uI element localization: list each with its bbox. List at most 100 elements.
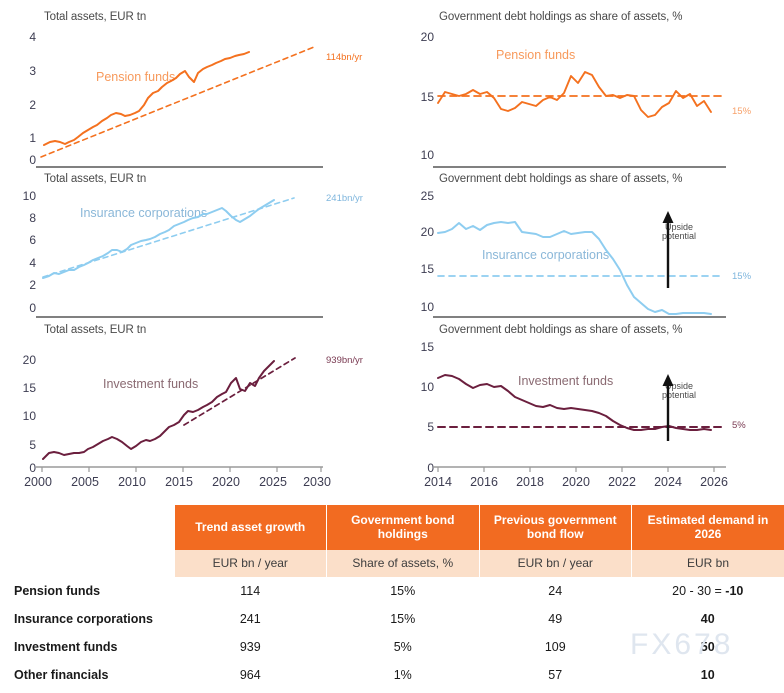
y-tick: 10 bbox=[22, 409, 36, 423]
table-row: Pension funds 114 15% 24 20 - 30 = -10 bbox=[0, 577, 784, 606]
plot-area bbox=[437, 374, 723, 441]
threshold-note: 15% bbox=[732, 271, 752, 282]
trend-note: 114bn/yr bbox=[326, 52, 363, 63]
cell-demand: 20 - 30 = -10 bbox=[632, 577, 784, 605]
demand-value: 50 bbox=[700, 640, 715, 655]
y-tick: 1 bbox=[29, 131, 36, 145]
table-subheader-row: EUR bn / year Share of assets, % EUR bn … bbox=[0, 550, 784, 578]
cell-growth: 114 bbox=[240, 584, 261, 599]
threshold-note: 15% bbox=[732, 106, 752, 117]
subheader-cell-units-demand: EUR bn bbox=[631, 550, 784, 578]
series-label-investment-funds: Investment funds bbox=[103, 377, 199, 391]
y-tick: 15 bbox=[420, 90, 434, 104]
cell-demand: 40 bbox=[632, 605, 784, 633]
y-tick: 10 bbox=[420, 380, 434, 394]
upside-potential-label: Upside potential bbox=[662, 222, 697, 242]
y-tick: 20 bbox=[420, 30, 434, 44]
subheader-cell-units-flow: EUR bn / year bbox=[478, 550, 632, 578]
cell-flow: 24 bbox=[548, 584, 563, 599]
demand-value: 40 bbox=[700, 612, 715, 627]
upside-potential-label: Upside potential bbox=[662, 381, 696, 401]
demand-range: 20 - 30 = bbox=[672, 584, 726, 599]
series-line bbox=[437, 71, 712, 118]
panel-divider bbox=[433, 316, 726, 318]
y-tick: 2 bbox=[29, 278, 36, 292]
header-cell-government-bond-holdings: Government bond holdings bbox=[326, 505, 479, 551]
trend-dashed-line bbox=[183, 357, 296, 426]
cell-growth: 964 bbox=[239, 668, 261, 683]
y-tick: 0 bbox=[29, 153, 36, 167]
cell-flow: 49 bbox=[548, 612, 563, 627]
y-tick: 15 bbox=[420, 262, 434, 276]
y-tick: 20 bbox=[22, 353, 36, 367]
x-tick: 2016 bbox=[470, 475, 498, 489]
plot-area bbox=[42, 357, 296, 460]
table-row: Other financials 964 1% 57 10 bbox=[0, 661, 784, 690]
panel-title: Government debt holdings as share of ass… bbox=[439, 11, 683, 23]
y-tick: 5 bbox=[29, 438, 36, 452]
subheader-cell-units-holdings: Share of assets, % bbox=[326, 550, 479, 578]
panel-title: Total assets, EUR tn bbox=[44, 11, 147, 23]
cell-holdings: 15% bbox=[390, 612, 416, 627]
cell-growth: 241 bbox=[239, 612, 261, 627]
y-tick: 8 bbox=[29, 211, 36, 225]
x-tick: 2026 bbox=[700, 475, 728, 489]
cell-holdings: 15% bbox=[390, 584, 416, 599]
upside-line-1: Upside bbox=[665, 222, 694, 232]
x-tick: 2020 bbox=[212, 475, 240, 489]
cell-demand: 50 bbox=[632, 633, 784, 661]
y-tick: 10 bbox=[22, 189, 36, 203]
table-row: Insurance corporations 241 15% 49 40 bbox=[0, 605, 784, 634]
y-tick: 4 bbox=[29, 256, 36, 270]
row-label-investment-funds: Investment funds bbox=[0, 633, 174, 662]
y-tick: 10 bbox=[420, 300, 434, 314]
panel-debt-insurance: Government debt holdings as share of ass… bbox=[400, 170, 784, 320]
trend-note: 939bn/yr bbox=[326, 355, 363, 366]
panel-debt-investment: Government debt holdings as share of ass… bbox=[400, 320, 784, 505]
row-label-pension-funds: Pension funds bbox=[0, 577, 174, 606]
series-label-insurance-corporations: Insurance corporations bbox=[482, 248, 610, 262]
x-tick: 2010 bbox=[118, 475, 146, 489]
subheader-cell-blank bbox=[0, 550, 174, 578]
trend-dashed-line bbox=[40, 46, 315, 158]
plot-area bbox=[42, 197, 295, 279]
x-tick: 2022 bbox=[608, 475, 636, 489]
trend-dashed-line bbox=[42, 197, 295, 278]
y-tick: 5 bbox=[427, 420, 434, 434]
x-axis bbox=[433, 466, 726, 474]
y-tick: 20 bbox=[420, 225, 434, 239]
panel-title: Total assets, EUR tn bbox=[44, 324, 147, 336]
upside-arrow-icon bbox=[662, 374, 674, 441]
upside-line-1: Upside bbox=[665, 381, 694, 391]
row-label-insurance-corporations: Insurance corporations bbox=[0, 605, 174, 634]
y-tick: 15 bbox=[22, 381, 36, 395]
series-line bbox=[437, 374, 712, 431]
x-tick: 2024 bbox=[654, 475, 682, 489]
header-cell-blank bbox=[0, 505, 174, 551]
series-line bbox=[42, 199, 275, 279]
upside-line-2: potential bbox=[662, 231, 697, 242]
y-tick: 15 bbox=[420, 340, 434, 354]
y-tick: 3 bbox=[29, 64, 36, 78]
cell-flow: 109 bbox=[544, 640, 566, 655]
y-tick: 0 bbox=[29, 301, 36, 315]
panel-title: Total assets, EUR tn bbox=[44, 173, 147, 185]
series-label-investment-funds: Investment funds bbox=[518, 374, 614, 388]
demand-value: 10 bbox=[700, 668, 715, 683]
series-line bbox=[43, 51, 250, 146]
x-tick: 2025 bbox=[259, 475, 287, 489]
series-line bbox=[437, 221, 712, 315]
panel-debt-pension: Government debt holdings as share of ass… bbox=[400, 0, 784, 170]
y-tick: 4 bbox=[29, 30, 36, 44]
series-label-insurance-corporations: Insurance corporations bbox=[80, 206, 208, 220]
plot-area bbox=[437, 211, 723, 315]
panel-title: Government debt holdings as share of ass… bbox=[439, 173, 683, 185]
x-tick: 2030 bbox=[303, 475, 331, 489]
x-tick: 2000 bbox=[24, 475, 52, 489]
header-cell-previous-government-bond-flow: Previous government bond flow bbox=[478, 505, 632, 551]
y-tick: 25 bbox=[420, 189, 434, 203]
x-tick: 2014 bbox=[424, 475, 452, 489]
trend-note: 241bn/yr bbox=[326, 193, 363, 204]
panel-assets-pension: Total assets, EUR tn 4 3 2 1 0 Pension f… bbox=[0, 0, 400, 170]
